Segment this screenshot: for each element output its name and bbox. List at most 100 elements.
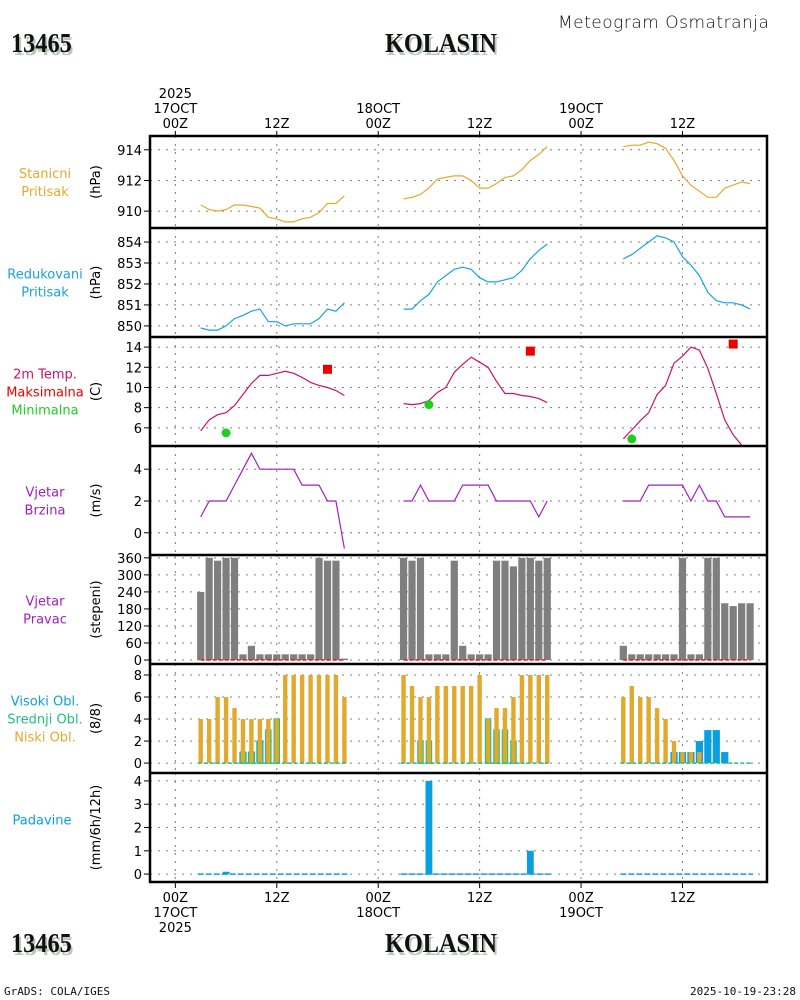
y-tick-label: 0 [134, 527, 142, 542]
y-tick-label: 8 [134, 669, 142, 684]
cloud-low-bar [485, 719, 491, 764]
y-tick-label: 10 [125, 381, 142, 396]
wind-dir-bar [408, 560, 416, 661]
cloud-low-bar [308, 675, 313, 764]
y-tick-label: 14 [125, 341, 142, 356]
wind-dir-bar [484, 654, 492, 661]
cloud-low-bar [333, 675, 339, 764]
station-id-footer: 13465 [11, 928, 72, 958]
cloud-low-bar [528, 675, 533, 764]
cloud-low-bar [266, 719, 271, 764]
x-tick-label-bottom: 19OCT [559, 906, 603, 921]
wind-dir-bar [214, 560, 222, 661]
y-tick-label: 180 [117, 603, 142, 618]
cloud-low-bar [418, 697, 423, 764]
wind-dir-bar [281, 654, 289, 661]
wind-dir-bar [256, 654, 264, 661]
label-layer: 910 912 914 Stanicni Pritisak (hPa) 850 851 852 8… [6, 87, 695, 936]
x-tick-label-bottom: 18OCT [356, 906, 400, 921]
cloud-low-bar [232, 708, 237, 764]
wind-dir-bar [298, 654, 306, 661]
unit-label: (8/8) [89, 703, 104, 734]
wind-dir-bar [264, 654, 272, 661]
y-tick-label: 2 [134, 735, 142, 750]
y-tick-label: 853 [117, 257, 142, 272]
unit-label: (hPa) [89, 165, 104, 199]
wind-dir-bar [712, 557, 720, 661]
wind-dir-bar [518, 557, 526, 661]
wind-dir-bar [729, 606, 737, 661]
y-tick-label: 8 [134, 402, 142, 417]
wind-dir-bar [678, 557, 687, 661]
cloud-low-bar [680, 752, 685, 764]
x-tick-label-top: 19OCT [559, 102, 603, 117]
y-tick-label: 852 [117, 278, 142, 293]
panel-label: Brzina [25, 504, 66, 519]
wind-dir-bar [273, 654, 281, 661]
wind-dir-bar [535, 560, 543, 661]
cloud-low-bar [468, 686, 474, 764]
x-tick-label-bottom: 00Z [163, 891, 189, 906]
grid-layer [150, 136, 767, 882]
wind-dir-bar [290, 654, 298, 661]
footer-timestamp: 2025-10-19-23:28 [690, 985, 796, 998]
x-tick-label-bottom: 12Z [467, 891, 493, 906]
panel-wind_direction [197, 557, 754, 661]
min-temp-marker [424, 400, 434, 410]
series-line-station_pressure [200, 195, 345, 223]
y-tick-label: 6 [134, 691, 142, 706]
y-tick-label: 3 [134, 798, 142, 813]
cloud-low-bar [215, 697, 220, 764]
y-tick-label: 4 [134, 713, 142, 728]
chart-subtitle: Meteogram Osmatranja [558, 13, 770, 33]
panel-label: Srednji Obl. [7, 713, 82, 728]
series-line-wind_speed [403, 483, 548, 519]
cloud-low-bar [240, 719, 246, 764]
wind-dir-bar [467, 654, 475, 661]
unit-label: (mm/6h/12h) [89, 785, 104, 871]
min-temp-marker [627, 434, 637, 444]
x-tick-label-top: 18OCT [356, 102, 400, 117]
unit-label: (C) [89, 382, 104, 401]
panel-precipitation [197, 780, 754, 875]
cloud-low-bar [697, 752, 702, 764]
wind-dir-bar [661, 654, 670, 661]
panel-label: Vjetar [26, 595, 66, 610]
panel-label: Pravac [23, 613, 67, 628]
wind-dir-bar [323, 560, 332, 661]
cloud-low-bar [621, 697, 626, 764]
cloud-low-bar [688, 752, 694, 764]
cloud-low-bar [274, 719, 279, 764]
wind-dir-bar [442, 654, 450, 661]
wind-dir-bar [746, 603, 754, 661]
max-temp-marker [525, 346, 535, 356]
y-tick-label: 0 [134, 757, 142, 772]
panel-label: Pritisak [21, 185, 69, 200]
cloud-low-bar [638, 697, 643, 764]
panel-label: 2m Temp. [13, 368, 77, 383]
panel-label: Pritisak [21, 286, 69, 301]
wind-dir-bar [636, 654, 644, 661]
wind-dir-bar [399, 557, 408, 661]
cloud-low-bar [409, 686, 415, 764]
cloud-high-bar [704, 730, 712, 764]
cloud-low-bar [646, 697, 651, 764]
wind-dir-bar [306, 654, 315, 661]
series-line-reduced_pressure [200, 302, 345, 331]
y-tick-label: 6 [134, 422, 142, 437]
cloud-low-bar [249, 719, 254, 764]
y-tick-label: 2 [134, 822, 142, 837]
wind-dir-bar [247, 645, 256, 661]
panel-label: Vjetar [26, 486, 66, 501]
frame-layer [144, 131, 769, 888]
wind-dir-bar [704, 557, 712, 661]
wind-dir-bar [492, 560, 501, 661]
series-line-station_pressure [623, 141, 751, 198]
cloud-low-bar [206, 719, 212, 764]
series-line-wind_speed [200, 452, 345, 549]
y-tick-label: 0 [134, 654, 142, 669]
wind-dir-bar [450, 560, 458, 661]
unit-label: (stepeni) [89, 580, 104, 638]
max-temp-marker [322, 364, 332, 374]
